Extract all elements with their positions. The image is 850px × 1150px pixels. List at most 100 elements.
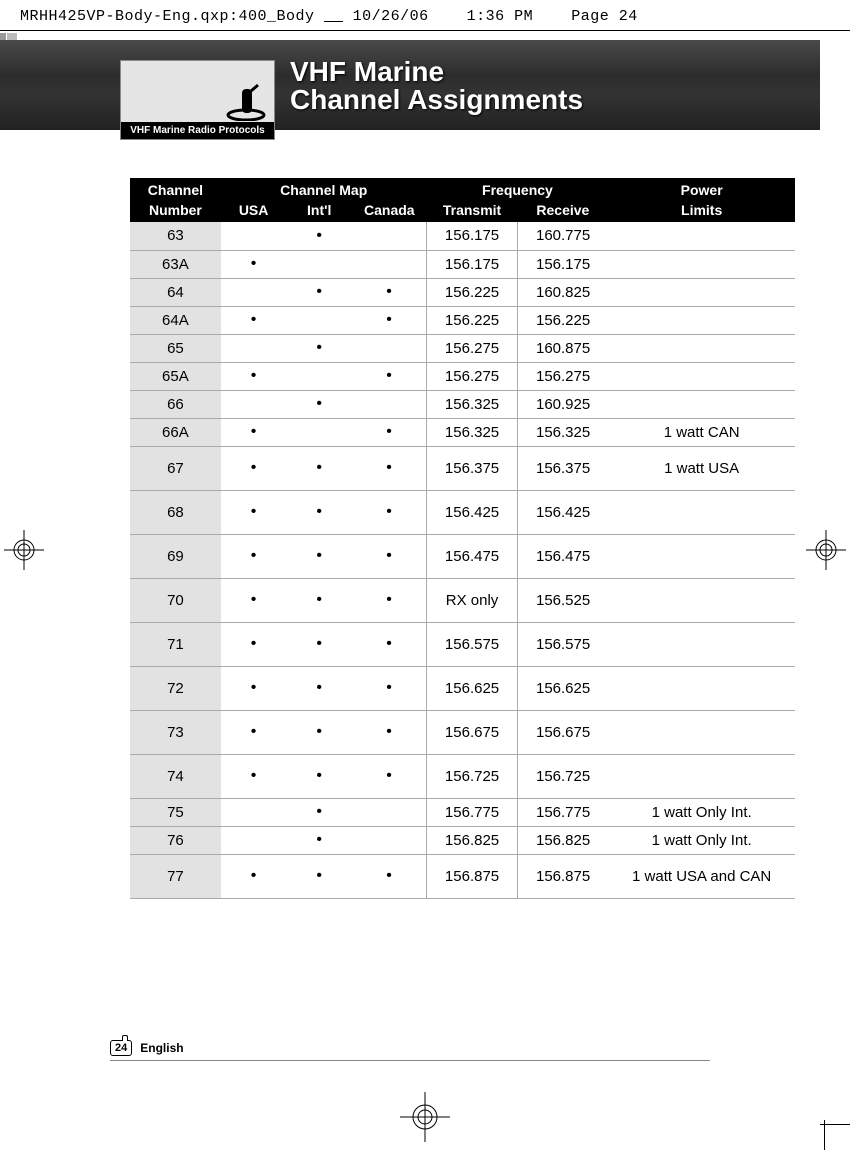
hdr-channel: Channel (130, 178, 221, 200)
cell-canada: • (352, 446, 427, 490)
cell-power: 1 watt Only Int. (608, 826, 795, 854)
cell-power (608, 578, 795, 622)
cell-receive: 160.775 (517, 222, 608, 250)
cell-receive: 156.725 (517, 754, 608, 798)
cell-transmit: 156.875 (427, 854, 518, 898)
table-row: 72•••156.625156.625 (130, 666, 795, 710)
cell-usa: • (221, 306, 287, 334)
cell-transmit: 156.775 (427, 798, 518, 826)
cell-power (608, 278, 795, 306)
cell-power (608, 666, 795, 710)
cell-receive: 156.675 (517, 710, 608, 754)
cell-intl (286, 306, 352, 334)
hdr-number: Number (130, 200, 221, 222)
cell-canada: • (352, 306, 427, 334)
cell-intl: • (286, 390, 352, 418)
cell-power (608, 222, 795, 250)
cell-channel: 67 (130, 446, 221, 490)
print-slug: MRHH425VP-Body-Eng.qxp:400_Body 10/26/06… (20, 8, 638, 25)
print-page: Page 24 (571, 8, 638, 25)
cell-canada: • (352, 418, 427, 446)
cell-canada (352, 798, 427, 826)
table-header: Channel Channel Map Frequency Power Numb… (130, 178, 795, 222)
cell-usa: • (221, 418, 287, 446)
cell-usa: • (221, 250, 287, 278)
table-row: 65•156.275160.875 (130, 334, 795, 362)
cell-transmit: 156.825 (427, 826, 518, 854)
cell-usa: • (221, 490, 287, 534)
cell-channel: 68 (130, 490, 221, 534)
cell-intl (286, 250, 352, 278)
table-row: 64••156.225160.825 (130, 278, 795, 306)
cell-usa: • (221, 578, 287, 622)
cell-transmit: 156.625 (427, 666, 518, 710)
page-number-box: 24 (110, 1040, 132, 1056)
cell-channel: 66 (130, 390, 221, 418)
cell-intl: • (286, 334, 352, 362)
cell-power: 1 watt USA (608, 446, 795, 490)
footer-rule (110, 1060, 710, 1061)
section-tab-label: VHF Marine Radio Protocols (121, 122, 274, 139)
table-row: 67•••156.375156.3751 watt USA (130, 446, 795, 490)
cell-canada: • (352, 710, 427, 754)
page-title: VHF Marine Channel Assignments (290, 58, 583, 114)
section-tab: VHF Marine Radio Protocols (120, 60, 275, 140)
cell-intl: • (286, 826, 352, 854)
cell-canada: • (352, 278, 427, 306)
cell-intl (286, 418, 352, 446)
cell-usa (221, 334, 287, 362)
cell-intl: • (286, 710, 352, 754)
table-row: 76•156.825156.8251 watt Only Int. (130, 826, 795, 854)
registration-mark-icon (4, 530, 44, 570)
cell-transmit: 156.325 (427, 390, 518, 418)
page-footer: 24 English (110, 1040, 184, 1056)
cell-receive: 156.225 (517, 306, 608, 334)
cell-channel: 65A (130, 362, 221, 390)
cell-canada: • (352, 854, 427, 898)
cell-channel: 65 (130, 334, 221, 362)
registration-mark-icon (806, 530, 846, 570)
channel-table: Channel Channel Map Frequency Power Numb… (130, 178, 795, 899)
cell-canada (352, 390, 427, 418)
cell-transmit: 156.375 (427, 446, 518, 490)
table-row: 66•156.325160.925 (130, 390, 795, 418)
cell-intl: • (286, 754, 352, 798)
table-row: 73•••156.675156.675 (130, 710, 795, 754)
cell-power (608, 754, 795, 798)
cell-transmit: 156.275 (427, 334, 518, 362)
cell-transmit: 156.225 (427, 306, 518, 334)
cell-intl: • (286, 854, 352, 898)
cell-usa: • (221, 534, 287, 578)
cell-canada (352, 826, 427, 854)
hdr-power: Power (608, 178, 795, 200)
table-row: 63•156.175160.775 (130, 222, 795, 250)
cell-usa: • (221, 622, 287, 666)
table-row: 65A••156.275156.275 (130, 362, 795, 390)
hdr-intl: Int'l (286, 200, 352, 222)
cell-power (608, 710, 795, 754)
table-row: 69•••156.475156.475 (130, 534, 795, 578)
top-rule (0, 30, 850, 31)
cell-receive: 156.375 (517, 446, 608, 490)
cell-power: 1 watt CAN (608, 418, 795, 446)
cell-channel: 72 (130, 666, 221, 710)
hdr-frequency: Frequency (427, 178, 609, 200)
cell-channel: 64 (130, 278, 221, 306)
cell-usa (221, 222, 287, 250)
cell-transmit: 156.325 (427, 418, 518, 446)
cell-transmit: 156.175 (427, 222, 518, 250)
cell-usa: • (221, 754, 287, 798)
cell-receive: 156.775 (517, 798, 608, 826)
print-date: 10/26/06 (353, 8, 429, 25)
cell-intl: • (286, 798, 352, 826)
hdr-transmit: Transmit (427, 200, 518, 222)
cell-canada: • (352, 534, 427, 578)
radio-icon (224, 83, 268, 121)
cell-transmit: 156.175 (427, 250, 518, 278)
cell-intl: • (286, 622, 352, 666)
cell-channel: 76 (130, 826, 221, 854)
cell-intl: • (286, 278, 352, 306)
cell-usa: • (221, 446, 287, 490)
cell-usa: • (221, 666, 287, 710)
hdr-receive: Receive (517, 200, 608, 222)
